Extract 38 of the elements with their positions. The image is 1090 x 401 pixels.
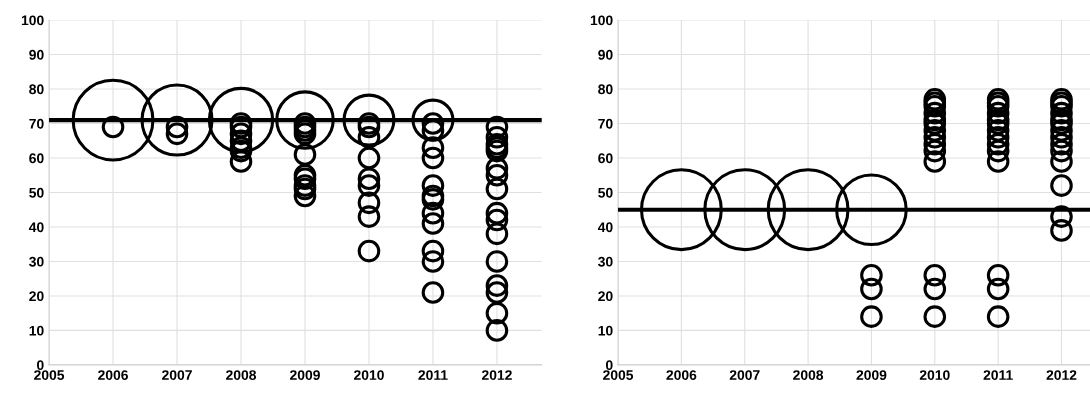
y-tick-label: 80	[29, 84, 44, 95]
y-tick-label: 80	[598, 84, 613, 95]
y-tick-label: 70	[598, 118, 613, 129]
y-tick-label: 0	[605, 360, 613, 371]
y-tick-label: 50	[29, 187, 44, 198]
y-tick-label: 90	[29, 49, 44, 60]
y-tick-label: 100	[21, 15, 44, 26]
x-tick-label: 2006	[98, 370, 128, 380]
x-tick-label: 2007	[729, 370, 760, 380]
y-tick-label: 20	[598, 291, 613, 302]
y-tick-label: 90	[598, 49, 613, 60]
x-tick-label: 2009	[856, 370, 887, 380]
y-tick-label: 30	[598, 256, 613, 267]
x-tick-label: 2007	[162, 370, 192, 380]
x-tick-label: 2009	[290, 370, 320, 380]
y-tick-label: 0	[37, 360, 44, 371]
x-tick-label: 2005	[603, 370, 634, 380]
y-tick-label: 10	[29, 325, 44, 336]
y-tick-label: 60	[598, 153, 613, 164]
y-tick-label: 30	[29, 256, 44, 267]
x-tick-label: 2008	[226, 370, 257, 380]
x-tick-label: 2006	[666, 370, 697, 380]
x-tick-label: 2005	[34, 370, 65, 380]
y-tick-label: 40	[597, 222, 613, 233]
y-tick-label: 50	[598, 187, 613, 198]
x-tick-label: 2010	[919, 370, 950, 380]
y-tick-label: 100	[590, 15, 613, 26]
x-tick-label: 2012	[1046, 370, 1077, 380]
y-tick-label: 60	[29, 153, 44, 164]
x-tick-label: 2011	[983, 370, 1013, 380]
x-tick-label: 2011	[418, 370, 448, 380]
x-tick-label: 2010	[354, 370, 384, 380]
y-tick-label: 40	[28, 222, 44, 233]
y-tick-label: 10	[598, 325, 613, 336]
y-tick-label: 70	[29, 118, 44, 129]
x-tick-label: 2008	[793, 370, 824, 380]
x-tick-label: 2012	[481, 370, 512, 380]
y-tick-label: 20	[29, 291, 44, 302]
